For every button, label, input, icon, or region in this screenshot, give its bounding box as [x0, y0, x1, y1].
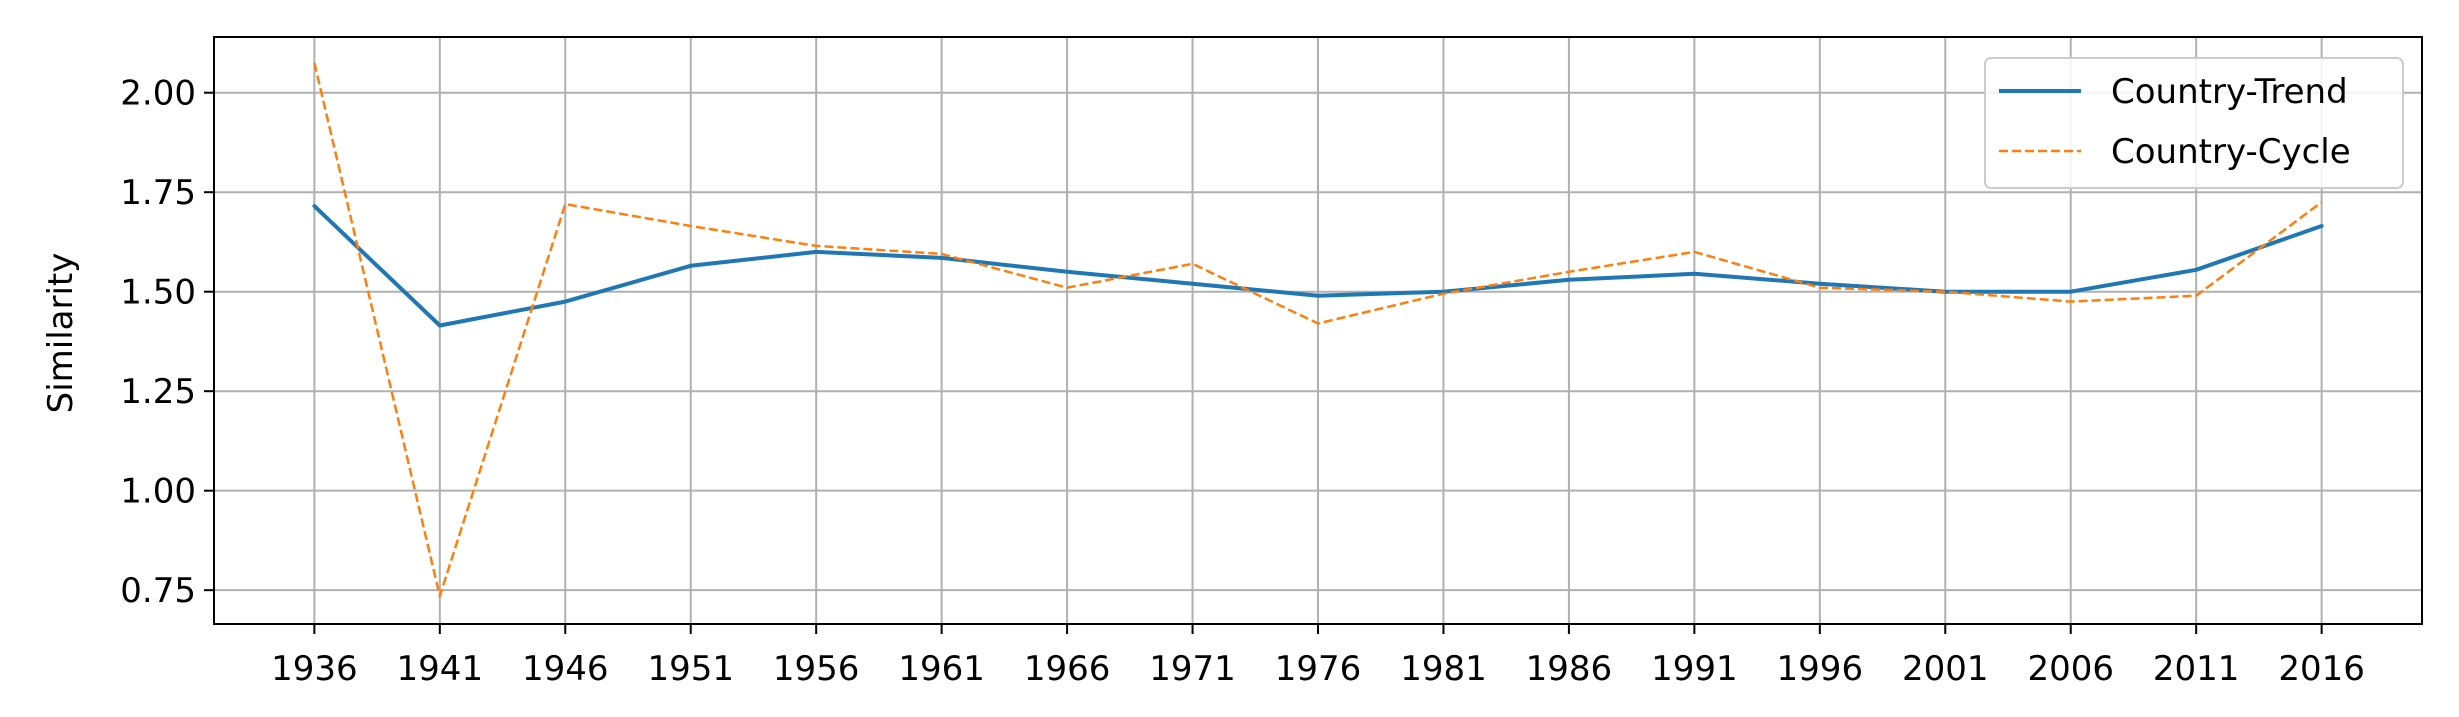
grid-lines: [214, 37, 2422, 624]
y-axis: 0.75 1.00 1.25 1.50 1.75 2.00: [120, 74, 214, 611]
legend-label-country-trend: Country-Trend: [2111, 72, 2348, 112]
x-axis: 1936 1941 1946 1951 1956 1961 1966 1971 1976 1981…: [271, 624, 2365, 689]
x-tick-label: 1956: [773, 649, 860, 689]
x-tick-label: 1941: [397, 649, 484, 689]
x-tick-label: 2006: [2027, 649, 2114, 689]
x-tick-label: 1946: [522, 649, 609, 689]
x-tick-label: 1951: [647, 649, 734, 689]
x-tick-label: 1981: [1400, 649, 1487, 689]
x-tick-label: 2016: [2278, 649, 2365, 689]
legend: Country-Trend Country-Cycle: [1984, 57, 2404, 189]
x-tick-label: 1976: [1275, 649, 1362, 689]
x-tick-label: 1966: [1024, 649, 1111, 689]
series-line-country-trend: [312, 204, 2324, 328]
x-tick-label: 1991: [1651, 649, 1738, 689]
x-tick-label: 1961: [898, 649, 985, 689]
series-lines: [312, 62, 2324, 598]
y-tick-label: 0.75: [120, 571, 196, 611]
x-tick-label: 1971: [1149, 649, 1236, 689]
x-tick-label: 2001: [1902, 649, 1989, 689]
legend-box: [1984, 57, 2404, 189]
x-tick-label: 1986: [1526, 649, 1613, 689]
y-axis-label: Similarity: [41, 253, 81, 414]
series-line-country-cycle: [313, 62, 2323, 598]
x-tick-label: 1936: [271, 649, 358, 689]
x-tick-label: 2011: [2153, 649, 2240, 689]
x-tick-label: 1996: [1777, 649, 1864, 689]
y-tick-label: 1.00: [120, 472, 196, 512]
legend-label-country-cycle: Country-Cycle: [2111, 132, 2351, 172]
y-tick-label: 1.25: [120, 372, 196, 412]
y-tick-label: 1.75: [120, 173, 196, 213]
y-tick-label: 1.50: [120, 273, 196, 313]
y-tick-label: 2.00: [120, 74, 196, 114]
